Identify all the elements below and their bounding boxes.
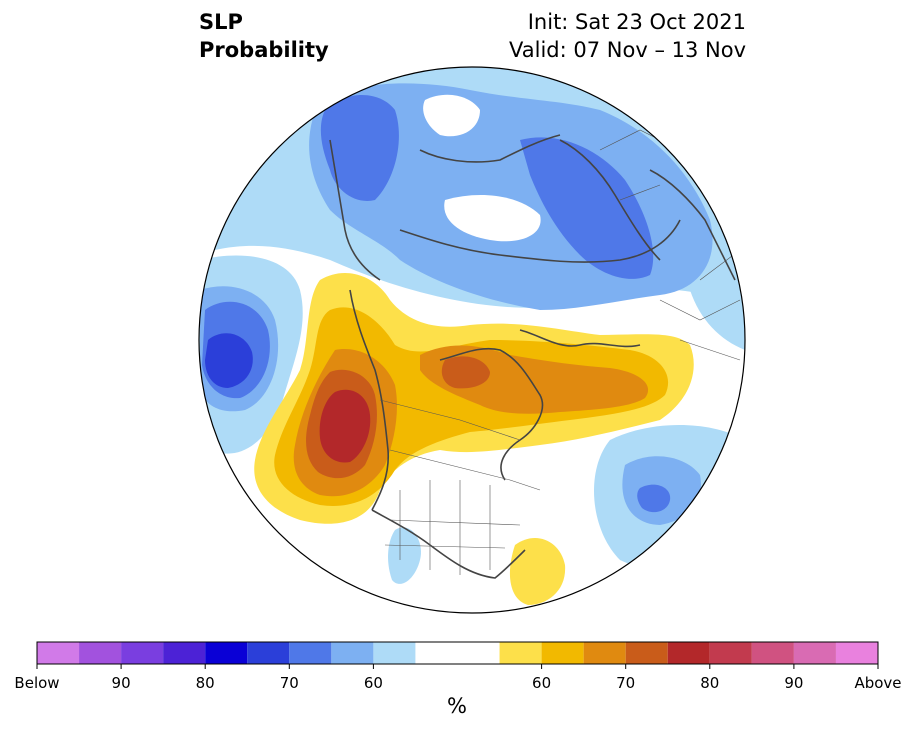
colorbar-tick-label: Above (854, 674, 902, 692)
product-label: Probability (199, 38, 329, 62)
colorbar-tick-label: 70 (279, 674, 299, 692)
below-70-80-region-east (520, 137, 654, 279)
colorbar-swatch (583, 642, 626, 664)
colorbar-swatch (625, 642, 668, 664)
colorbar-unit-label: % (447, 694, 467, 718)
map-title-right: Init: Sat 23 Oct 2021 Valid: 07 Nov – 13… (509, 8, 746, 64)
colorbar-border (36, 641, 879, 665)
colorbar-swatch (37, 642, 80, 664)
colorbar-swatch (79, 642, 122, 664)
colorbar-swatch (331, 642, 374, 664)
valid-range-label: Valid: 07 Nov – 13 Nov (509, 38, 746, 62)
colorbar-swatch (499, 642, 542, 664)
map-boundary-circle (198, 66, 746, 614)
above-60-region-southeast (509, 537, 566, 605)
colorbar-tick-label: 90 (111, 674, 131, 692)
colorbar-tick-label: 70 (616, 674, 636, 692)
colorbar-tick-label: 90 (784, 674, 804, 692)
colorbar-swatch (709, 642, 752, 664)
colorbar-swatch (163, 642, 206, 664)
colorbar-swatch (205, 642, 248, 664)
init-date-label: Init: Sat 23 Oct 2021 (527, 10, 746, 34)
coastlines (329, 134, 736, 579)
neutral-hole-arctic (444, 195, 541, 242)
colorbar-swatch (793, 642, 836, 664)
colorbar (36, 641, 879, 669)
map-title-left: SLP Probability (199, 8, 329, 64)
colorbar-swatch (415, 642, 500, 664)
colorbar-swatch (835, 642, 878, 664)
below-60-region-gulf (388, 527, 421, 584)
colorbar-swatch (289, 642, 332, 664)
colorbar-tick-label: Below (14, 674, 60, 692)
above-80-region-canada (441, 356, 490, 389)
colorbar-swatch (541, 642, 584, 664)
colorbar-tick-label: 80 (700, 674, 720, 692)
colorbar-swatch (247, 642, 290, 664)
colorbar-tick-label: 60 (363, 674, 383, 692)
colorbar-swatch (667, 642, 710, 664)
colorbar-tick-label: 60 (532, 674, 552, 692)
neutral-hole-north (423, 94, 480, 137)
colorbar-swatch (121, 642, 164, 664)
polar-map (198, 66, 746, 614)
political-borders (379, 129, 741, 575)
colorbar-tick-label: 80 (195, 674, 215, 692)
colorbar-swatch (751, 642, 794, 664)
colorbar-swatch (373, 642, 416, 664)
above-90-region (319, 389, 371, 463)
below-70-80-region (320, 95, 399, 201)
below-80-region-west (205, 333, 253, 388)
variable-label: SLP (199, 10, 243, 34)
below-70-80-region-atlantic (637, 484, 671, 513)
